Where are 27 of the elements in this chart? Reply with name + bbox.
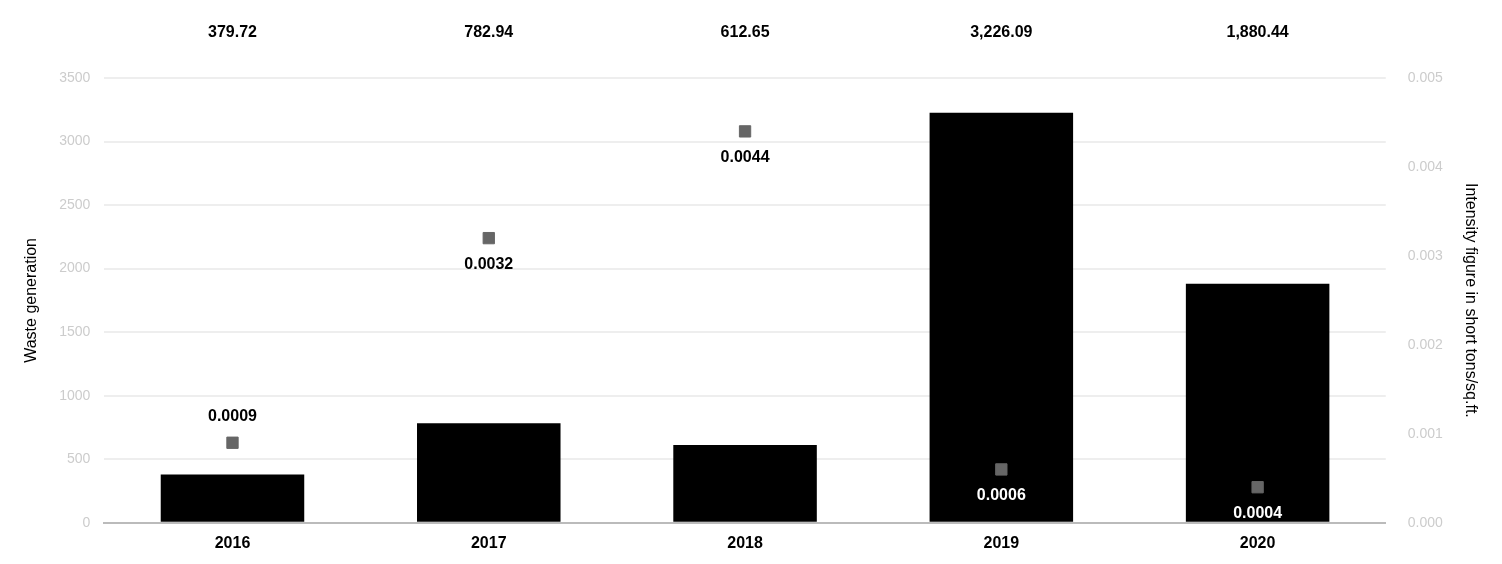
data-label: 0.0004 [1233,503,1283,521]
point [1251,481,1264,494]
data-label: 0.0006 [976,485,1026,503]
bar [929,112,1074,522]
bar [160,474,305,522]
bar [417,423,561,522]
bar [1185,283,1330,522]
data-label: 0.0009 [208,407,258,425]
data-label: 612.65 [720,23,770,41]
point [738,125,752,138]
x-tick-label: 2020 [1239,533,1276,551]
x-tick-label: 2017 [470,533,507,551]
y2-axis-title: Intensity figure in short tons/sq.ft. [1462,183,1480,418]
bar [673,444,817,522]
data-label: 379.72 [208,23,258,41]
data-label: 0.0032 [464,254,514,272]
data-label: 1,880.44 [1226,23,1289,41]
data-label: 0.0044 [720,147,770,165]
data-label: 782.94 [464,23,514,41]
x-tick-label: 2018 [727,533,763,551]
x-tick-label: 2016 [214,533,251,551]
y-axis-title: Waste generation [22,237,40,363]
point [226,436,239,449]
point [995,463,1008,476]
x-tick-label: 2019 [983,533,1020,551]
point [482,231,495,245]
data-label: 3,226.09 [970,23,1033,41]
